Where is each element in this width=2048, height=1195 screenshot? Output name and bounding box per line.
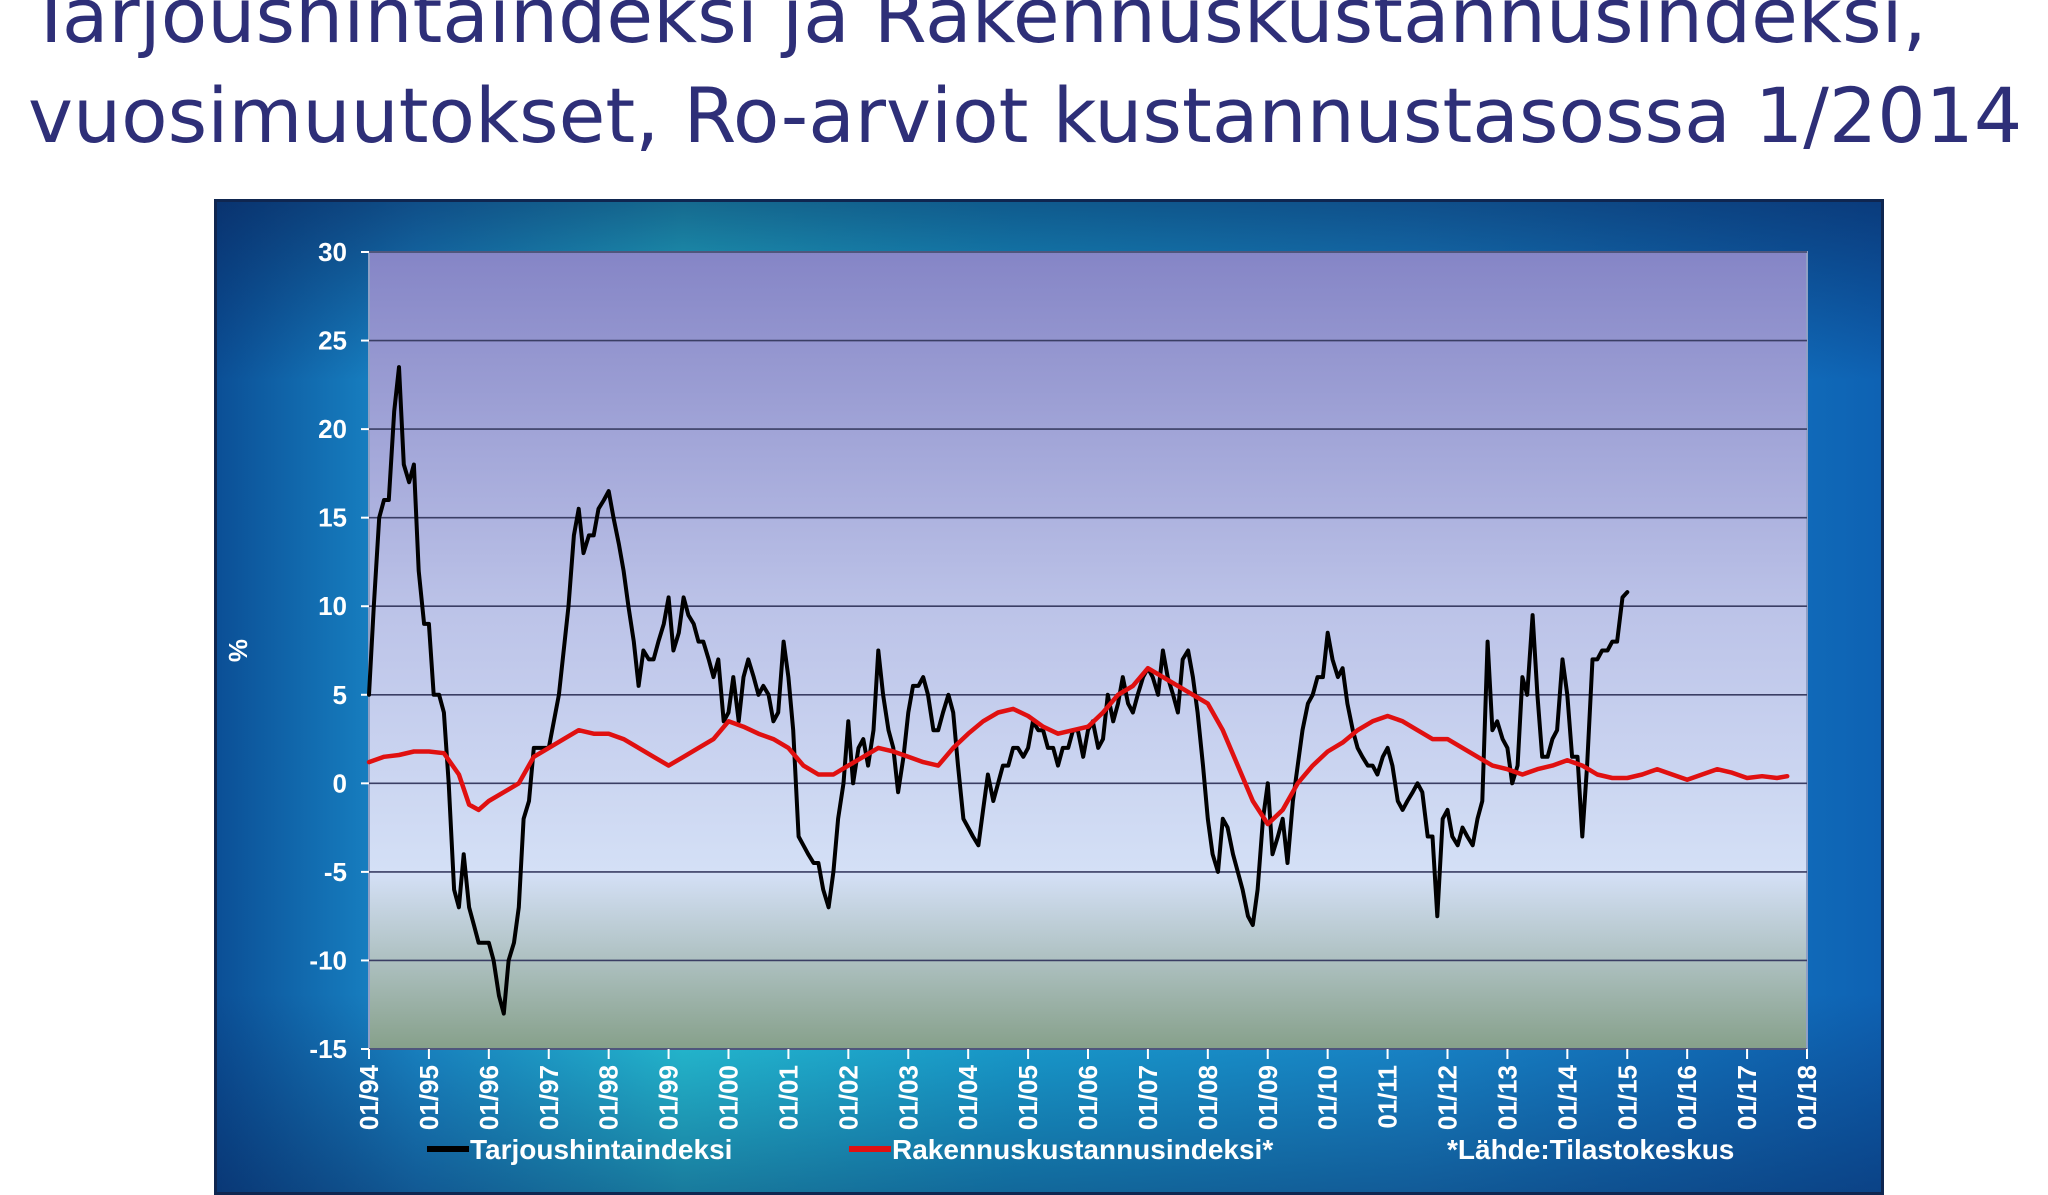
series-line-rakennuskustannusindeksi bbox=[366, 665, 1790, 827]
y-tick-label: 20 bbox=[318, 414, 347, 444]
x-tick-label: 01/03 bbox=[893, 1065, 923, 1130]
series-layer bbox=[366, 365, 1790, 1016]
x-tick-label: 01/07 bbox=[1133, 1065, 1163, 1130]
y-tick-label: 10 bbox=[318, 591, 347, 621]
y-tick-label: 25 bbox=[318, 326, 347, 356]
x-tick-label: 01/96 bbox=[474, 1065, 504, 1130]
x-tick-label: 01/14 bbox=[1552, 1064, 1582, 1130]
legend-item-rakennuskustannusindeksi: Rakennuskustannusindeksi* bbox=[849, 1134, 1273, 1165]
x-tick-label: 01/04 bbox=[953, 1064, 983, 1130]
y-axis-label: % bbox=[223, 639, 253, 662]
legend-label-rakennuskustannusindeksi: Rakennuskustannusindeksi* bbox=[892, 1134, 1273, 1165]
x-tick-label: 01/05 bbox=[1013, 1065, 1043, 1130]
legend: Tarjoushintaindeksi Rakennuskustannusind… bbox=[427, 1134, 1734, 1165]
legend-item-tarjoushintaindeksi: Tarjoushintaindeksi bbox=[427, 1134, 732, 1165]
chart-frame: 30 25 20 15 10 5 0 -5 -10 -15 01/94 01/95 01/96 01/9… bbox=[214, 199, 1884, 1195]
x-tick-label: 01/97 bbox=[534, 1065, 564, 1130]
plot-area bbox=[368, 251, 1808, 1050]
x-axis-ticks: 01/94 01/95 01/96 01/97 01/98 01/99 01/00 01/01… bbox=[354, 1049, 1822, 1130]
source-note: *Lähde:Tilastokeskus bbox=[1447, 1134, 1734, 1165]
x-tick-label: 01/17 bbox=[1732, 1065, 1762, 1130]
y-axis-ticks: 30 25 20 15 10 5 0 -5 -10 -15 bbox=[309, 237, 369, 1064]
x-tick-label: 01/18 bbox=[1792, 1065, 1822, 1130]
x-tick-label: 01/12 bbox=[1433, 1065, 1463, 1130]
y-tick-label: 0 bbox=[333, 768, 347, 798]
x-tick-label: 01/95 bbox=[414, 1065, 444, 1130]
x-tick-label: 01/15 bbox=[1612, 1065, 1642, 1130]
x-tick-label: 01/02 bbox=[833, 1065, 863, 1130]
x-tick-label: 01/08 bbox=[1193, 1065, 1223, 1130]
y-tick-label: 5 bbox=[333, 680, 347, 710]
x-tick-label: 01/99 bbox=[654, 1065, 684, 1130]
x-tick-label: 01/16 bbox=[1672, 1065, 1702, 1130]
x-tick-label: 01/09 bbox=[1253, 1065, 1283, 1130]
x-tick-label: 01/10 bbox=[1313, 1065, 1343, 1130]
x-tick-label: 01/13 bbox=[1492, 1065, 1522, 1130]
x-tick-label: 01/94 bbox=[354, 1064, 384, 1130]
title-line-1: Tarjoushintaindeksi ja Rakennuskustannus… bbox=[28, 0, 1927, 60]
x-tick-label: 01/98 bbox=[594, 1065, 624, 1130]
y-tick-label: 15 bbox=[318, 503, 347, 533]
y-tick-label: 30 bbox=[318, 237, 347, 267]
y-tick-label: -15 bbox=[309, 1034, 347, 1064]
title-line-2: vuosimuutokset, Ro-arviot kustannustasos… bbox=[28, 71, 2023, 160]
x-tick-label: 01/06 bbox=[1073, 1065, 1103, 1130]
y-tick-label: -10 bbox=[309, 945, 347, 975]
x-tick-label: 01/01 bbox=[773, 1065, 803, 1130]
slide-title: Tarjoushintaindeksi ja Rakennuskustannus… bbox=[28, 0, 2028, 166]
legend-label-tarjoushintaindeksi: Tarjoushintaindeksi bbox=[470, 1134, 732, 1165]
series-line-tarjoushintaindeksi bbox=[367, 365, 1630, 1016]
y-tick-label: -5 bbox=[324, 857, 347, 887]
x-tick-label: 01/11 bbox=[1373, 1065, 1403, 1129]
x-tick-label: 01/00 bbox=[714, 1065, 744, 1130]
